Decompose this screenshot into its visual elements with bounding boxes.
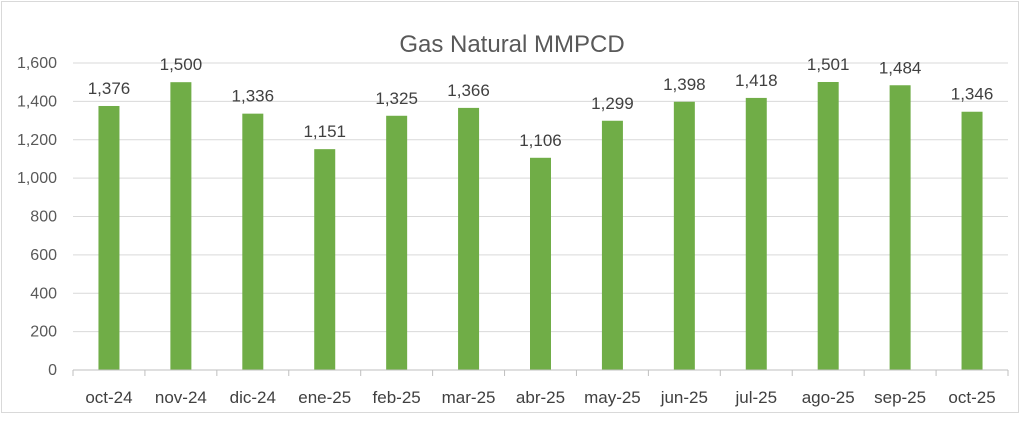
x-category-label: nov-24 [155,388,207,407]
bar [314,149,336,370]
y-tick-label: 200 [30,324,57,341]
data-label: 1,325 [375,89,418,108]
y-tick-label: 400 [30,285,57,302]
data-label: 1,418 [735,71,778,90]
x-category-label: ago-25 [802,388,855,407]
bar [601,120,623,371]
x-category-label: oct-24 [85,388,132,407]
bar [745,97,767,370]
data-label: 1,366 [447,81,490,100]
x-category-label: may-25 [584,388,641,407]
data-label: 1,299 [591,94,634,113]
bar [817,81,839,370]
y-tick-label: 1,200 [17,132,57,149]
bar [530,157,551,370]
bar [98,105,120,370]
x-category-label: sep-25 [874,388,926,407]
x-category-label: jul-25 [734,388,777,407]
y-tick-label: 800 [30,209,57,226]
data-label: 1,500 [160,55,203,74]
y-tick-label: 1,000 [17,170,57,187]
x-category-label: jun-25 [660,388,708,407]
data-label: 1,151 [303,122,346,141]
data-label: 1,106 [519,131,562,150]
bar [458,107,480,371]
axes: 0 200 400 600 800 1,000 1,200 1,400 1,600 oct-24 n… [17,55,1009,407]
bar [242,113,264,370]
bar [889,85,911,370]
x-category-label: ene-25 [298,388,351,407]
x-category-label: oct-25 [948,388,995,407]
data-label: 1,398 [663,75,706,94]
y-tick-label: 1,400 [17,93,57,110]
data-label: 1,501 [807,55,850,74]
bar [961,111,983,370]
bar [170,82,192,370]
x-category-label: abr-25 [516,388,565,407]
y-tick-label: 600 [30,247,57,264]
bars: 1,376 1,500 1,336 1,151 1,325 1,366 1,106 1,299… [88,55,994,371]
bar [386,115,408,370]
data-label: 1,484 [879,58,922,77]
y-tick-label: 0 [48,362,57,379]
x-category-label: dic-24 [230,388,276,407]
bar [673,101,695,370]
x-category-label: feb-25 [373,388,421,407]
data-label: 1,336 [232,87,275,106]
chart-title: Gas Natural MMPCD [399,31,624,58]
data-label: 1,346 [951,85,994,104]
y-tick-label: 1,600 [17,55,57,72]
x-category-label: mar-25 [442,388,496,407]
data-label: 1,376 [88,79,131,98]
